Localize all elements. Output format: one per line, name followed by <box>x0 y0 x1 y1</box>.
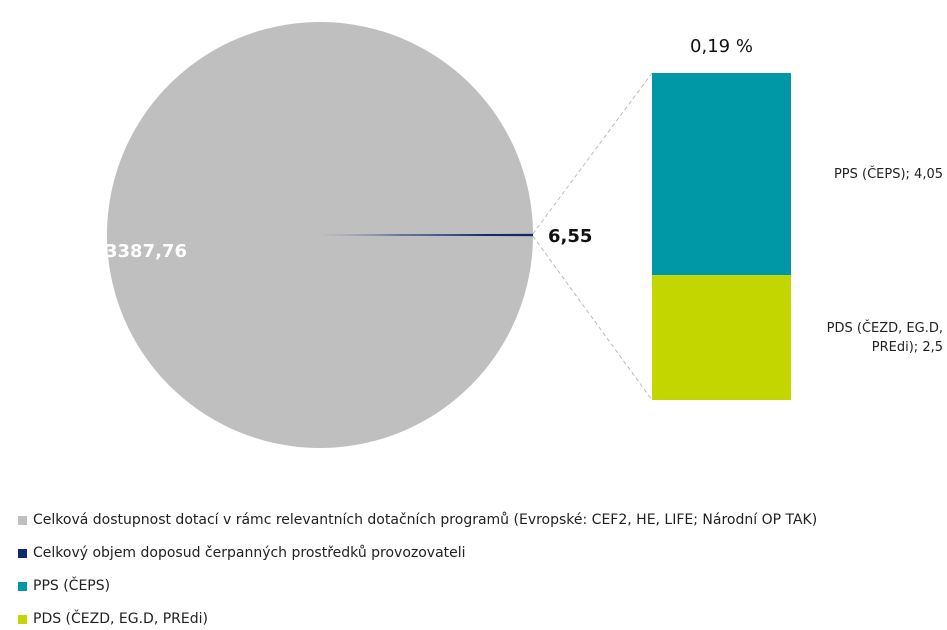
connector <box>532 235 653 401</box>
pie-slice <box>106 22 533 449</box>
legend-label: PDS (ČEZD, EG.D, PREdi) <box>33 611 208 627</box>
legend-item: PDS (ČEZD, EG.D, PREdi) <box>18 611 208 627</box>
legend-label: Celková dostupnost dotací v rámc relevan… <box>33 512 818 528</box>
legend-label: PPS (ČEPS) <box>33 578 111 594</box>
legend-swatch <box>18 548 27 558</box>
connector <box>532 72 653 235</box>
bar-segment <box>652 73 791 276</box>
legend-item: PPS (ČEPS) <box>18 578 110 594</box>
bar-value-label: PPS (ČEPS); 4,05 <box>833 166 943 182</box>
legend-swatch <box>18 614 27 624</box>
legend-item: Celkový objem doposud čerpanných prostře… <box>18 545 466 561</box>
legend-swatch <box>18 581 27 591</box>
legend-swatch <box>18 515 27 525</box>
pie-slice <box>320 233 533 237</box>
legend-label: Celkový objem doposud čerpanných prostře… <box>33 545 466 561</box>
pie-value-label: 3387,76 <box>105 241 187 262</box>
bar-total-label: 0,19 % <box>690 36 753 57</box>
pie-value-label: 6,55 <box>548 226 592 247</box>
legend-item: Celková dostupnost dotací v rámc relevan… <box>18 512 817 528</box>
bar-value-label: PDS (ČEZD, EG.D, PREdi); 2,5 <box>826 320 943 355</box>
bar-segment <box>652 275 791 400</box>
